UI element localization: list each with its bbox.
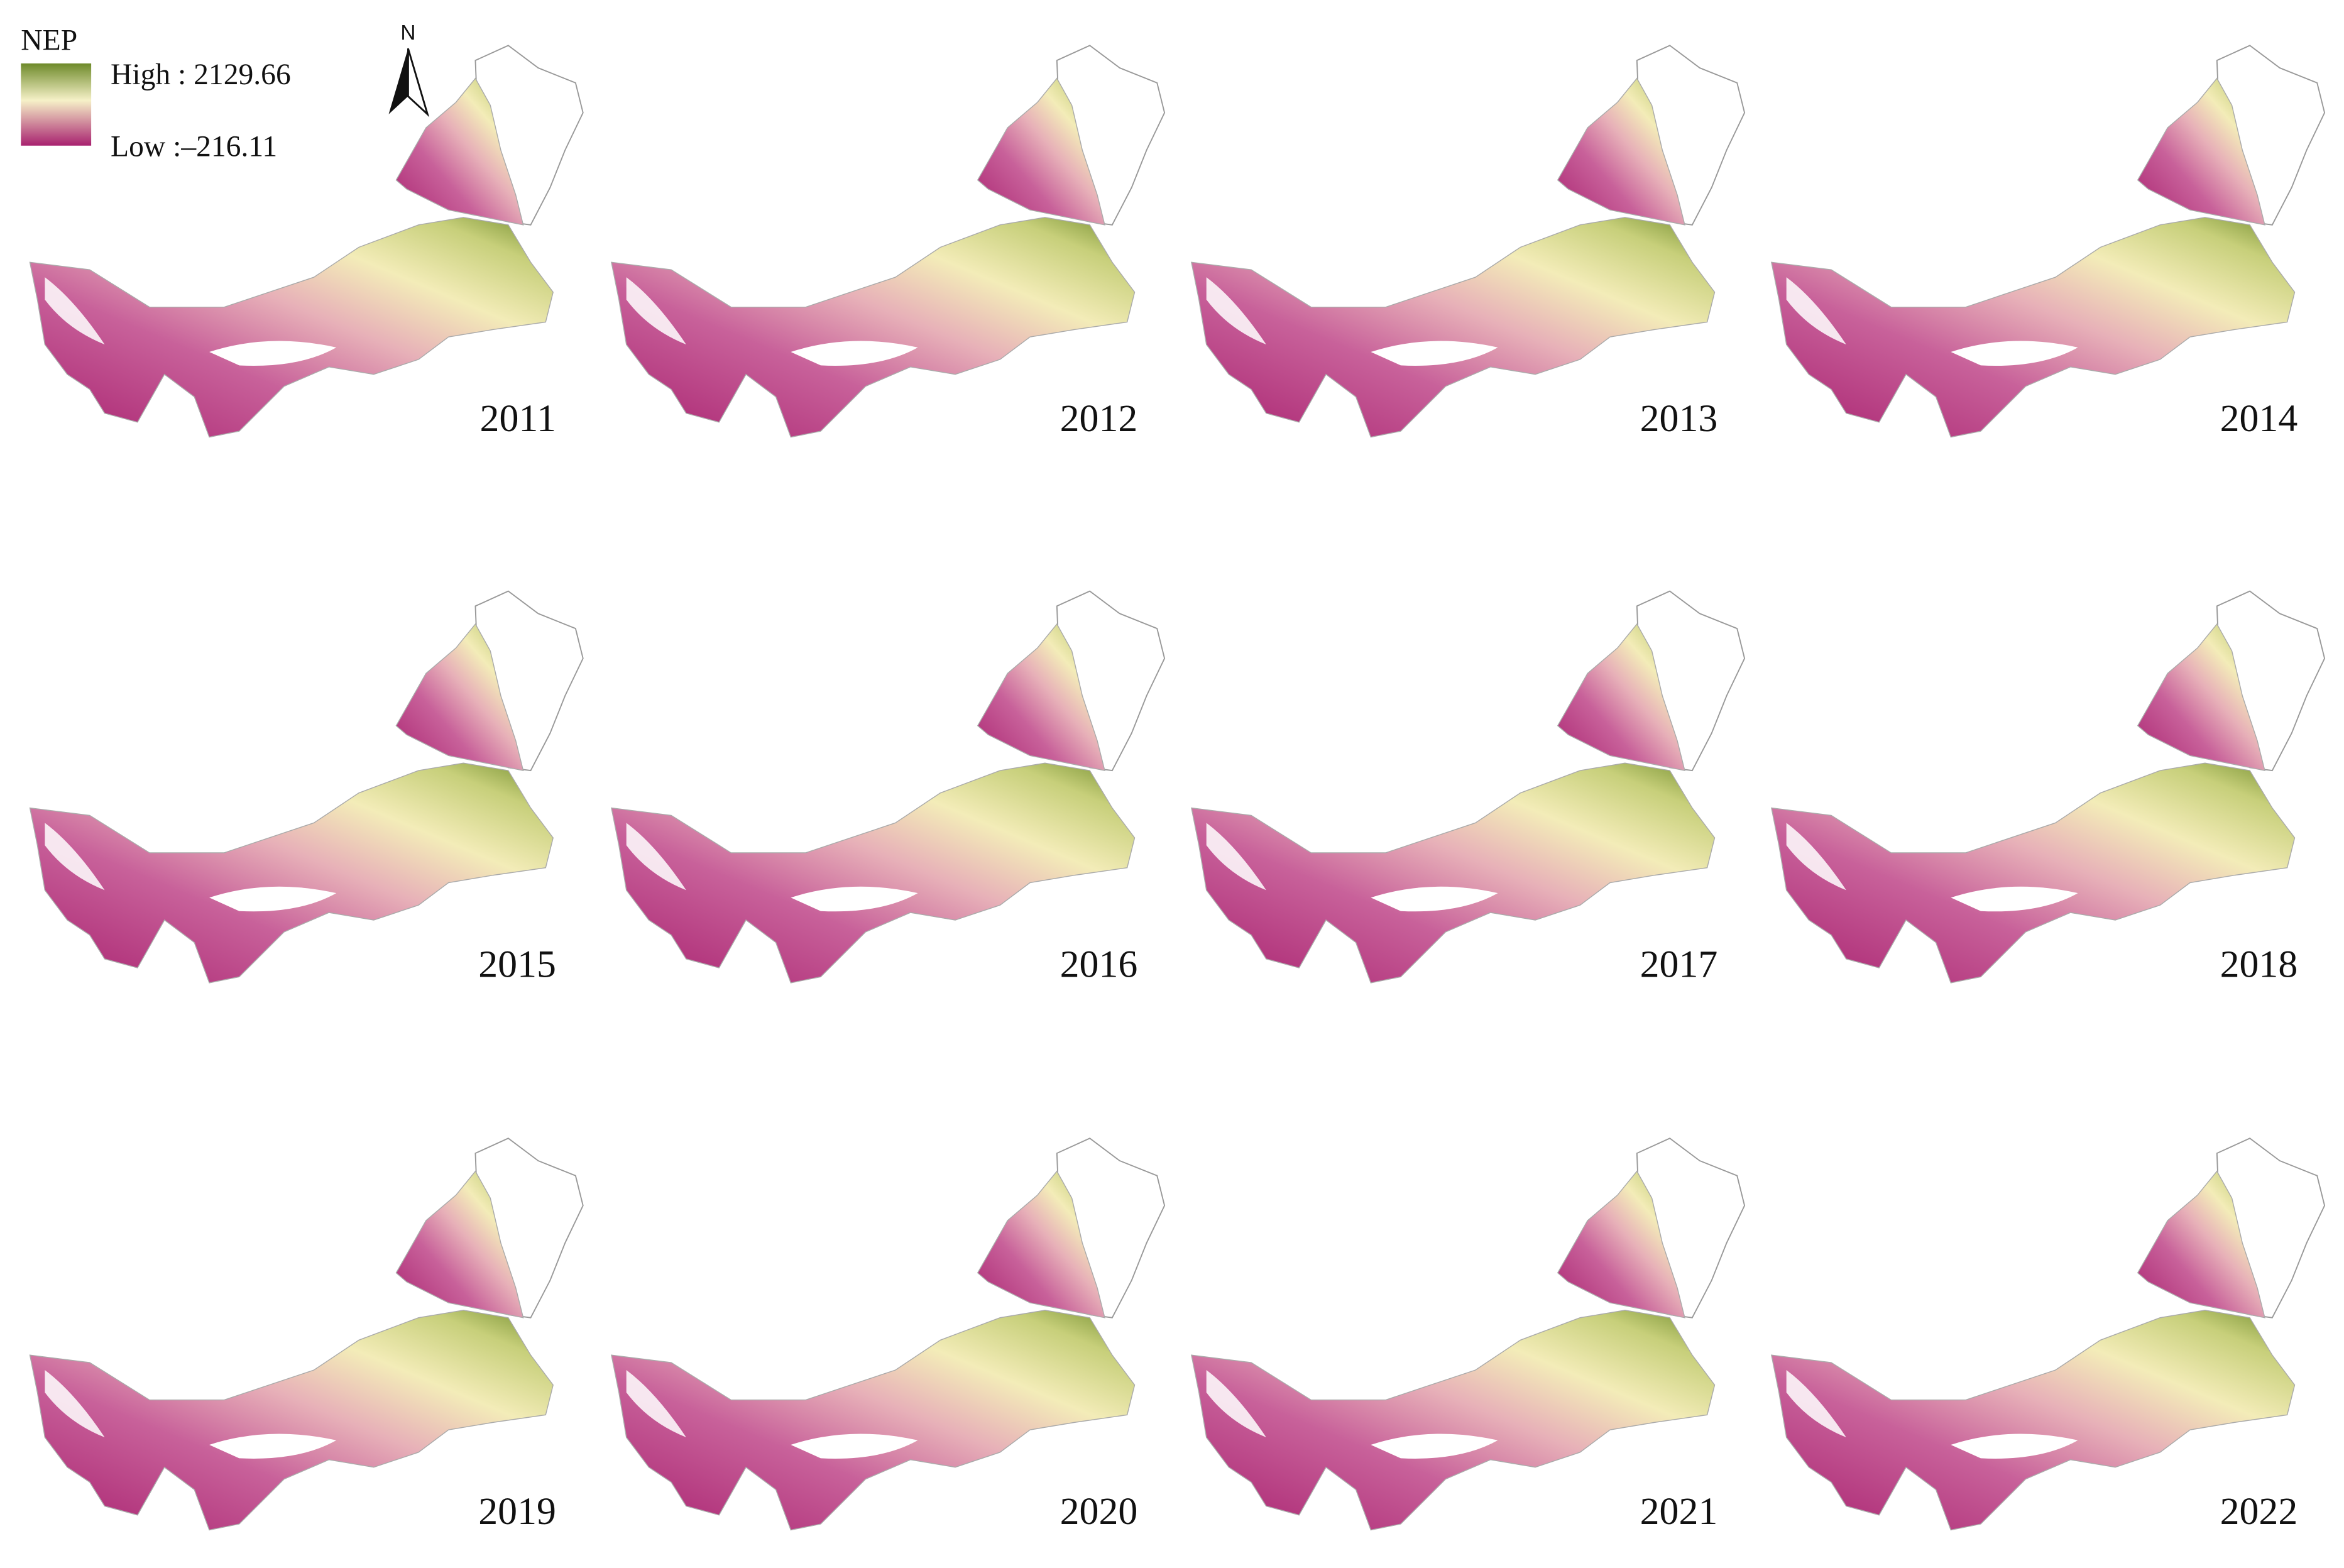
region-map xyxy=(29,1138,584,1531)
year-label: 2021 xyxy=(1640,1490,1718,1533)
year-label: 2012 xyxy=(1060,397,1138,440)
year-label: 2019 xyxy=(478,1490,556,1533)
map-panel: 2013 xyxy=(1190,45,1746,440)
map-panel: 2021 xyxy=(1190,1138,1746,1533)
year-label: 2016 xyxy=(1060,943,1138,985)
map-panel: 2015 xyxy=(29,590,584,985)
legend-high: High : 2129.66 xyxy=(111,58,291,91)
year-label: 2020 xyxy=(1060,1490,1138,1533)
map-panel: 2011 xyxy=(29,45,584,440)
year-label: 2018 xyxy=(2220,943,2298,985)
legend-title: NEP xyxy=(21,24,77,57)
map-panels: 2011 2012 2013 2014 2015 2016 2017 2018 2019 2020… xyxy=(29,45,2326,1533)
year-label: 2022 xyxy=(2220,1490,2298,1533)
region-map xyxy=(1190,1138,1746,1531)
legend: NEP High : 2129.66 Low :–216.11 xyxy=(21,24,291,163)
region-map xyxy=(1190,590,1746,984)
map-panel: 2022 xyxy=(1770,1138,2326,1533)
legend-color-bar xyxy=(21,63,92,146)
region-map xyxy=(29,590,584,984)
map-panel: 2016 xyxy=(610,590,1166,985)
map-panel: 2018 xyxy=(1770,590,2326,985)
map-panel: 2012 xyxy=(610,45,1166,440)
region-map xyxy=(610,45,1166,438)
region-map xyxy=(610,590,1166,984)
year-label: 2015 xyxy=(478,943,556,985)
region-map xyxy=(1190,45,1746,438)
region-map xyxy=(29,45,584,438)
region-map xyxy=(610,1138,1166,1531)
map-panel: 2017 xyxy=(1190,590,1746,985)
year-label: 2017 xyxy=(1640,943,1718,985)
map-panel: 2019 xyxy=(29,1138,584,1533)
year-label: 2013 xyxy=(1640,397,1718,440)
legend-low: Low :–216.11 xyxy=(111,130,277,163)
region-map xyxy=(1770,1138,2326,1531)
region-map xyxy=(1770,590,2326,984)
map-panel: 2014 xyxy=(1770,45,2326,440)
year-label: 2014 xyxy=(2220,397,2298,440)
north-arrow: N xyxy=(388,21,430,118)
map-panel: 2020 xyxy=(610,1138,1166,1533)
year-label: 2011 xyxy=(480,397,556,440)
region-map xyxy=(1770,45,2326,438)
north-label: N xyxy=(400,21,415,45)
